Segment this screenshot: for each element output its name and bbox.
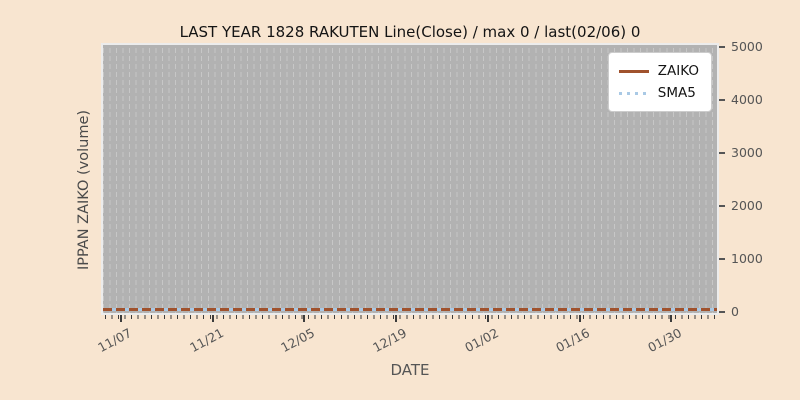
x-major-tick	[303, 315, 306, 322]
x-tick-label: 01/16	[553, 325, 593, 356]
y-tick-mark	[719, 46, 725, 48]
y-tick-mark	[719, 205, 725, 207]
x-major-tick	[120, 315, 122, 322]
x-tick-label: 01/30	[645, 325, 685, 356]
x-major-tick	[578, 315, 581, 322]
y-tick-label: 3000	[731, 145, 763, 160]
y-tick-label: 4000	[731, 92, 763, 107]
x-major-tick	[395, 315, 398, 322]
x-tick-label: 11/07	[95, 325, 135, 356]
plot-area: ZAIKO SMA5	[103, 45, 717, 313]
x-tick-label: 01/02	[461, 325, 501, 356]
y-tick-label: 5000	[731, 39, 763, 54]
y-tick-label: 0	[731, 304, 739, 319]
legend: ZAIKO SMA5	[607, 52, 712, 112]
y-tick-mark	[719, 311, 725, 313]
y-tick-label: 2000	[731, 198, 763, 213]
x-major-tick	[486, 315, 489, 322]
y-tick-mark	[719, 258, 725, 260]
x-major-tick	[670, 315, 673, 322]
y-tick-label: 1000	[731, 251, 763, 266]
x-tick-label: 12/19	[370, 325, 410, 356]
x-tick-label: 12/05	[278, 325, 318, 356]
y-axis-label: IPPAN ZAIKO (volume)	[76, 109, 92, 271]
sma5-series-line	[103, 308, 717, 311]
x-axis-label: DATE	[390, 361, 430, 379]
y-tick-mark	[719, 152, 725, 154]
chart-title: LAST YEAR 1828 RAKUTEN Line(Close) / max…	[179, 23, 641, 41]
legend-label: ZAIKO	[657, 63, 699, 79]
x-tick-label: 11/21	[186, 325, 226, 356]
legend-item-zaiko: ZAIKO	[618, 60, 699, 82]
sma5-line-swatch	[618, 91, 649, 95]
zaiko-line-swatch	[618, 69, 649, 73]
legend-label: SMA5	[657, 85, 696, 101]
x-major-tick	[211, 315, 214, 322]
y-tick-mark	[719, 99, 725, 101]
legend-item-sma5: SMA5	[618, 82, 699, 104]
x-axis-minor-ticks	[105, 315, 717, 319]
